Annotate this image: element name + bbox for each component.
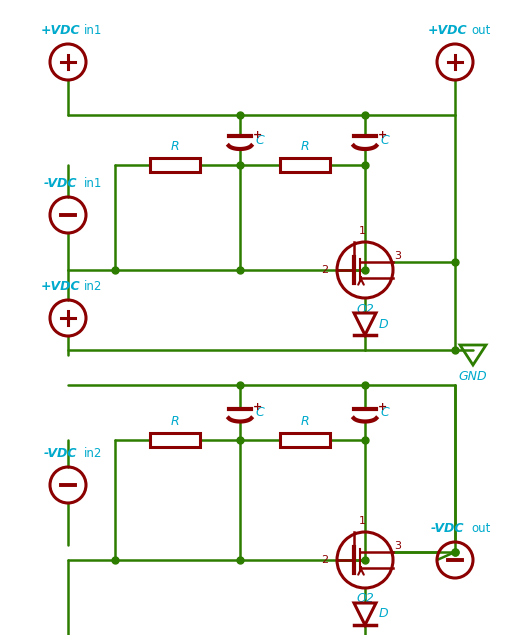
Text: -VDC: -VDC xyxy=(43,177,76,190)
Text: 1: 1 xyxy=(358,516,365,526)
Text: D: D xyxy=(378,318,388,330)
Bar xyxy=(279,158,329,172)
Text: out: out xyxy=(470,522,490,535)
Polygon shape xyxy=(353,603,375,625)
Text: -VDC: -VDC xyxy=(43,447,76,460)
Text: R: R xyxy=(300,140,308,153)
Text: -VDC: -VDC xyxy=(430,522,463,535)
Text: D: D xyxy=(378,608,388,620)
Bar xyxy=(150,433,200,447)
Text: R: R xyxy=(300,415,308,428)
Text: 1: 1 xyxy=(358,226,365,236)
Text: GND: GND xyxy=(458,370,487,383)
Text: R: R xyxy=(171,140,179,153)
Text: +VDC: +VDC xyxy=(40,280,79,293)
Text: in2: in2 xyxy=(84,447,102,460)
Text: in2: in2 xyxy=(84,280,102,293)
Text: +: + xyxy=(377,130,386,140)
Text: R: R xyxy=(171,415,179,428)
Text: +VDC: +VDC xyxy=(427,24,466,37)
Text: +: + xyxy=(252,130,262,140)
Text: +: + xyxy=(377,403,386,413)
Text: C: C xyxy=(254,406,263,420)
Text: Q2: Q2 xyxy=(355,302,373,315)
Bar xyxy=(150,158,200,172)
Text: +VDC: +VDC xyxy=(40,24,79,37)
Text: 3: 3 xyxy=(394,541,401,551)
Text: C: C xyxy=(254,133,263,147)
Text: out: out xyxy=(470,24,490,37)
Text: in1: in1 xyxy=(84,24,102,37)
Text: 3: 3 xyxy=(394,251,401,261)
Text: Q2: Q2 xyxy=(355,592,373,605)
Text: C: C xyxy=(379,406,388,420)
Text: +: + xyxy=(252,403,262,413)
Text: C: C xyxy=(379,133,388,147)
Text: 2: 2 xyxy=(321,265,328,275)
Text: 2: 2 xyxy=(321,555,328,565)
Bar xyxy=(279,433,329,447)
Text: in1: in1 xyxy=(84,177,102,190)
Polygon shape xyxy=(353,313,375,335)
